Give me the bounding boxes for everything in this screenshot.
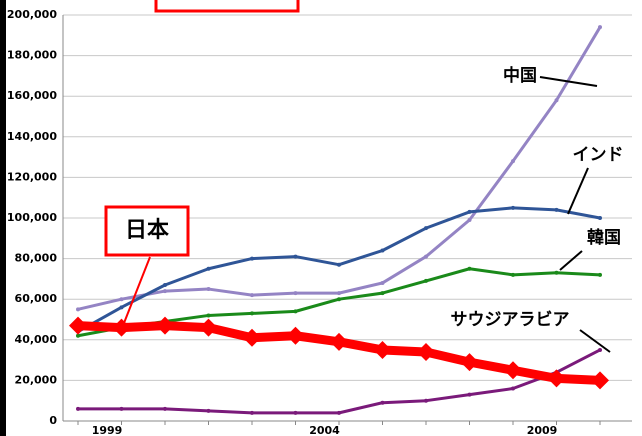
marker: [424, 254, 428, 259]
marker: [511, 386, 515, 391]
marker: [206, 313, 211, 318]
y-tick-label: 140,000: [7, 130, 57, 143]
y-tick-label: 60,000: [15, 292, 58, 305]
marker: [293, 410, 298, 415]
marker: [250, 311, 254, 316]
leader-line: [579, 329, 611, 353]
marker: [119, 406, 124, 411]
leader-line: [539, 76, 598, 87]
marker: [163, 282, 167, 287]
top-box: [154, 0, 300, 13]
y-tick-label: 20,000: [15, 373, 58, 386]
marker: [119, 297, 124, 302]
marker: [293, 291, 298, 296]
y-tick-label: 100,000: [7, 211, 57, 224]
marker: [337, 291, 341, 296]
marker: [206, 408, 211, 413]
marker: [511, 159, 515, 164]
y-tick-label: 40,000: [15, 333, 58, 346]
marker: [504, 361, 522, 380]
marker: [293, 254, 298, 259]
marker: [156, 316, 174, 335]
series-label: インド: [573, 145, 624, 165]
series-line: [78, 348, 601, 415]
y-tick-label: 0: [49, 414, 57, 427]
marker: [424, 226, 428, 231]
marker: [380, 291, 385, 296]
marker: [163, 406, 167, 411]
marker: [119, 305, 124, 310]
marker: [330, 332, 348, 351]
marker: [250, 410, 254, 415]
marker: [591, 371, 609, 390]
marker: [511, 205, 515, 210]
left-edge: [0, 0, 6, 436]
marker: [286, 326, 305, 345]
marker: [112, 318, 131, 337]
marker: [460, 353, 479, 372]
series-label: サウジアラビア: [451, 310, 570, 330]
marker: [69, 316, 87, 335]
y-tick-label: 120,000: [7, 170, 57, 183]
x-tick-label: 2004: [309, 424, 340, 436]
marker: [250, 293, 254, 298]
marker: [199, 318, 218, 337]
marker: [250, 256, 254, 261]
marker: [598, 216, 602, 220]
marker: [380, 280, 385, 285]
marker: [337, 410, 341, 415]
marker: [337, 297, 341, 302]
marker: [554, 98, 559, 103]
marker: [554, 270, 559, 275]
marker: [243, 328, 261, 347]
marker: [467, 266, 472, 271]
y-tick-label: 80,000: [15, 252, 58, 265]
marker: [206, 287, 211, 292]
marker: [76, 333, 80, 338]
marker: [467, 218, 472, 223]
y-tick-label: 160,000: [7, 89, 57, 102]
leader-line: [567, 167, 589, 215]
marker: [424, 278, 428, 283]
marker: [417, 342, 435, 361]
x-tick-label: 1999: [92, 424, 123, 436]
leader-line: [123, 256, 151, 324]
marker: [554, 207, 559, 212]
label-box: [104, 205, 190, 257]
series-label: 韓国: [587, 227, 621, 248]
marker: [337, 262, 341, 267]
marker: [511, 272, 515, 277]
marker: [163, 289, 167, 294]
marker: [598, 272, 602, 277]
marker: [598, 347, 602, 352]
x-tick-label: 2009: [527, 424, 558, 436]
marker: [380, 400, 385, 405]
marker: [380, 248, 385, 253]
marker: [293, 309, 298, 314]
marker: [76, 307, 80, 312]
marker: [547, 369, 566, 388]
marker: [373, 340, 392, 359]
marker: [424, 398, 428, 403]
marker: [598, 25, 602, 30]
y-tick-label: 200,000: [7, 8, 57, 21]
series-label: 日本: [125, 218, 169, 243]
series-label: 中国: [503, 65, 537, 86]
marker: [467, 392, 472, 397]
marker: [76, 406, 80, 411]
marker: [206, 266, 211, 271]
marker: [467, 209, 472, 214]
y-tick-label: 180,000: [7, 49, 57, 62]
leader-line: [559, 250, 583, 271]
